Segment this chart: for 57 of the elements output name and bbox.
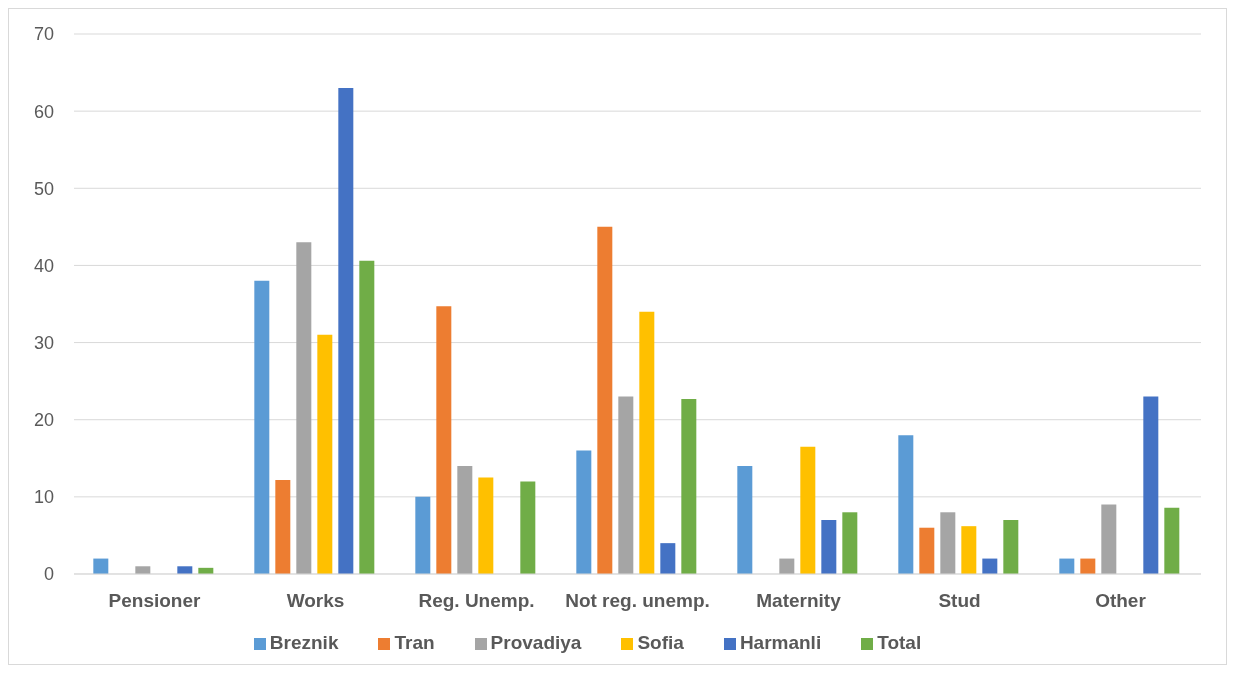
bar — [359, 260, 375, 574]
bar — [1059, 558, 1075, 574]
bar — [660, 543, 676, 574]
bar — [618, 396, 634, 574]
bar — [779, 558, 795, 574]
bar — [415, 496, 431, 574]
bar — [639, 311, 655, 574]
bar — [982, 558, 998, 574]
bar — [961, 526, 977, 574]
bar — [1003, 520, 1019, 574]
bar — [919, 527, 935, 574]
x-tick-label: Stud — [938, 590, 981, 612]
bar — [597, 226, 613, 574]
bar — [254, 280, 270, 574]
bar — [821, 520, 837, 574]
y-tick-label: 40 — [33, 255, 54, 276]
legend-label: Harmanli — [739, 632, 822, 653]
legend-label: Tran — [394, 632, 435, 653]
x-tick-label: Other — [1095, 590, 1147, 612]
y-tick-label: 30 — [33, 332, 54, 353]
bar — [296, 242, 312, 574]
bar — [275, 479, 291, 574]
legend-label: Sofia — [637, 632, 684, 653]
bar — [177, 566, 193, 574]
bar — [800, 446, 816, 574]
y-tick-label: 10 — [33, 487, 54, 508]
x-tick-label: Reg. Unemp. — [418, 590, 535, 612]
y-tick-label: 0 — [43, 564, 54, 585]
x-tick-label: Pensioner — [108, 590, 202, 612]
x-tick-label: Maternity — [756, 590, 842, 612]
legend-label: Breznik — [269, 632, 339, 653]
bar — [842, 512, 858, 574]
bar — [576, 450, 592, 574]
bar — [898, 435, 914, 574]
x-tick-label: Not reg. unemp. — [565, 590, 710, 612]
legend-label: Provadiya — [490, 632, 582, 653]
bar — [737, 466, 753, 574]
bar — [1080, 558, 1096, 574]
bar — [520, 481, 536, 574]
legend-label: Total — [877, 632, 922, 653]
bar — [457, 466, 473, 574]
bar — [1101, 504, 1117, 574]
y-tick-label: 70 — [33, 24, 54, 45]
bar — [940, 512, 956, 574]
bar — [436, 306, 452, 574]
bar — [681, 398, 697, 574]
bar — [478, 477, 494, 574]
bar — [1143, 396, 1159, 574]
bar — [135, 566, 151, 574]
bar — [317, 334, 333, 574]
bar — [93, 558, 109, 574]
y-tick-label: 60 — [33, 101, 54, 122]
y-tick-label: 50 — [33, 178, 54, 199]
x-tick-label: Works — [286, 590, 345, 612]
bar — [338, 88, 354, 574]
bar — [1164, 507, 1180, 574]
y-tick-label: 20 — [33, 410, 54, 431]
